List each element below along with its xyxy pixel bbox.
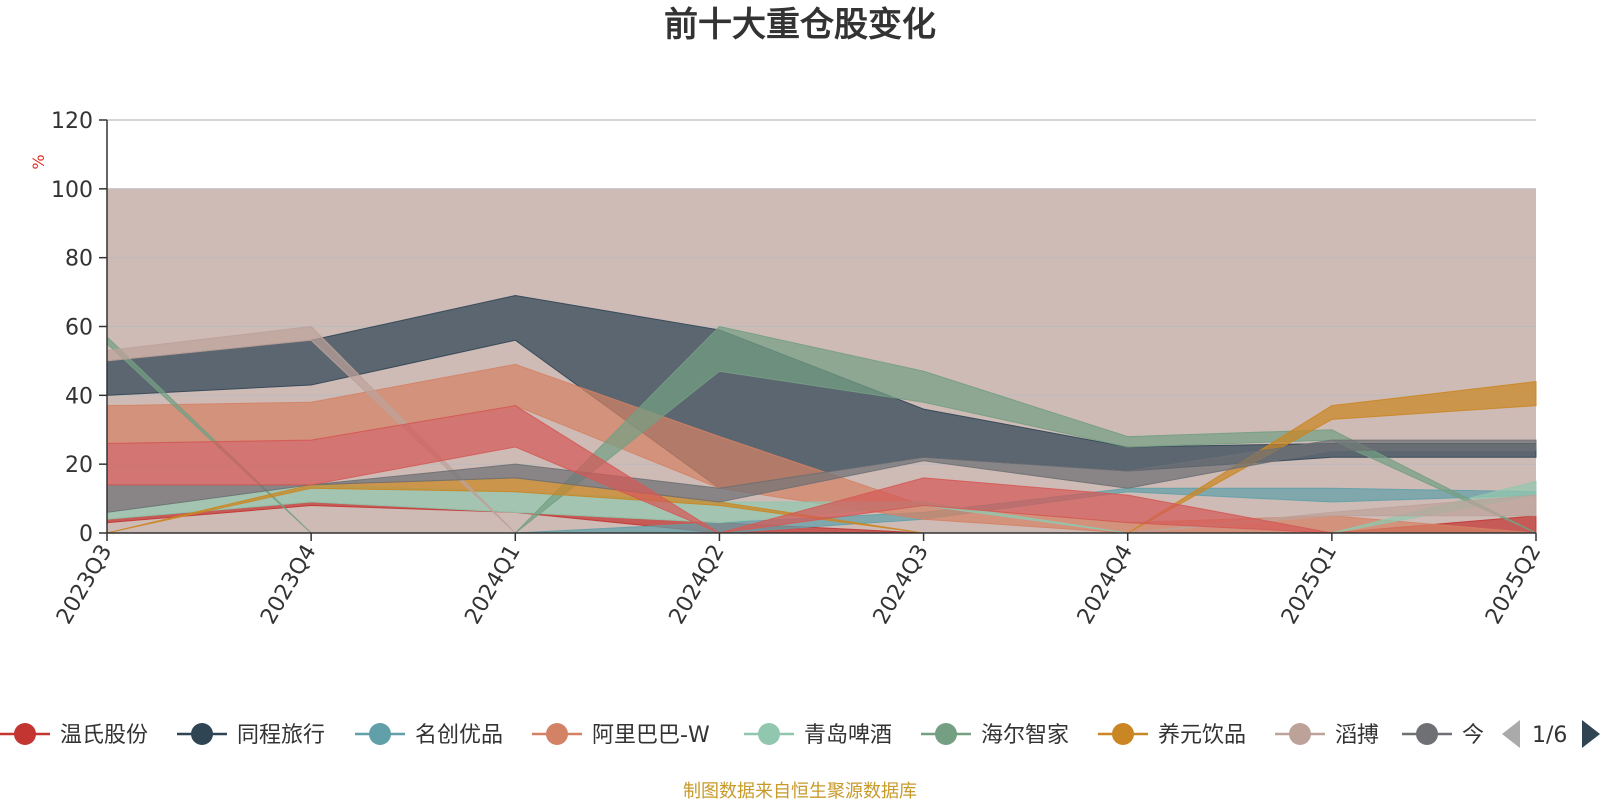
legend-page-indicator: 1/6 <box>1532 723 1567 748</box>
x-tick-label: 2023Q3 <box>52 541 117 629</box>
y-axis-unit: % <box>29 154 48 169</box>
y-axis-ticks: 0 20 40 60 80 100 120 <box>51 109 107 547</box>
area-同程旅行 <box>106 295 1537 489</box>
legend-label: 养元饮品 <box>1158 723 1246 748</box>
legend-label: 同程旅行 <box>237 723 325 748</box>
chart-title: 前十大重仓股变化 <box>664 5 936 45</box>
legend-marker <box>191 723 213 745</box>
area-今世缘 <box>106 439 1537 513</box>
legend: 温氏股份 同程旅行 名创优品 阿里巴巴-W 青岛啤酒 海尔智家 养元饮品 滔搏 今 1/6 <box>0 720 1600 748</box>
legend-item[interactable]: 同程旅行 <box>177 723 325 748</box>
legend-marker <box>546 723 568 745</box>
x-tick-label: 2024Q3 <box>869 541 934 629</box>
x-tick-label: 2024Q4 <box>1073 541 1138 629</box>
legend-label: 阿里巴巴-W <box>592 723 710 748</box>
legend-label: 海尔智家 <box>981 723 1069 748</box>
legend-label: 滔搏 <box>1335 723 1379 748</box>
legend-label: 今 <box>1462 723 1484 748</box>
source-note: 制图数据来自恒生聚源数据库 <box>683 781 917 802</box>
legend-item[interactable]: 青岛啤酒 <box>744 723 892 748</box>
legend-label: 名创优品 <box>415 723 503 748</box>
x-tick-label: 2025Q1 <box>1277 541 1342 629</box>
y-tick-label: 100 <box>51 178 93 203</box>
legend-item[interactable]: 温氏股份 <box>0 723 148 748</box>
legend-prev-icon[interactable] <box>1502 720 1520 748</box>
legend-item[interactable]: 名创优品 <box>355 723 503 748</box>
legend-item[interactable]: 今 <box>1402 723 1484 748</box>
legend-marker <box>758 723 780 745</box>
x-tick-label: 2025Q2 <box>1481 541 1546 629</box>
y-tick-label: 20 <box>65 453 93 478</box>
y-tick-label: 0 <box>79 522 93 547</box>
legend-next-icon[interactable] <box>1582 720 1600 748</box>
legend-marker <box>1289 723 1311 745</box>
x-axis-ticks: 2023Q3 2023Q4 2024Q1 2024Q2 2024Q3 2024Q4 2025… <box>52 533 1546 629</box>
legend-item[interactable]: 养元饮品 <box>1098 723 1246 748</box>
legend-label: 温氏股份 <box>60 723 148 748</box>
x-tick-label: 2023Q4 <box>256 541 321 629</box>
legend-marker <box>14 723 36 745</box>
y-tick-label: 80 <box>65 247 93 272</box>
legend-item[interactable]: 海尔智家 <box>921 723 1069 748</box>
legend-marker <box>1112 723 1134 745</box>
y-tick-label: 40 <box>65 384 93 409</box>
y-tick-label: 120 <box>51 109 93 134</box>
legend-marker <box>369 723 391 745</box>
legend-label: 青岛啤酒 <box>804 723 892 748</box>
legend-item[interactable]: 滔搏 <box>1275 723 1379 748</box>
x-tick-label: 2024Q1 <box>460 541 525 629</box>
x-tick-label: 2024Q2 <box>665 541 730 629</box>
legend-marker <box>935 723 957 745</box>
y-tick-label: 60 <box>65 316 93 341</box>
legend-marker <box>1416 723 1438 745</box>
legend-item[interactable]: 阿里巴巴-W <box>532 723 710 748</box>
